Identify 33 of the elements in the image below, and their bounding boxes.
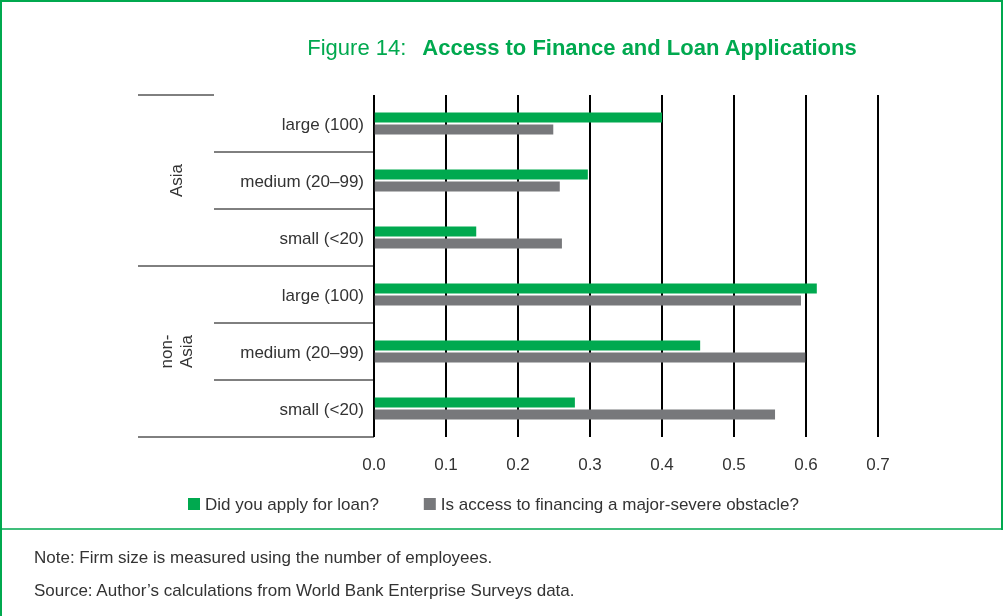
x-tick-label: 0.7	[866, 455, 890, 474]
bar	[374, 352, 806, 363]
legend-label: Is access to financing a major-severe obstacle?	[440, 495, 799, 514]
x-tick-label: 0.4	[650, 455, 674, 474]
x-tick-label: 0.5	[722, 455, 746, 474]
bar	[374, 112, 662, 123]
y-tick-label: small (<20)	[279, 228, 364, 248]
x-tick-label: 0.2	[506, 455, 530, 474]
x-tick-label: 0.6	[794, 455, 818, 474]
bar	[374, 295, 801, 306]
bar	[374, 283, 817, 294]
bar	[374, 397, 575, 408]
bar	[374, 181, 560, 192]
text: non-Asia	[157, 334, 196, 369]
y-tick-label: medium (20–99)	[240, 342, 364, 362]
bar	[374, 226, 477, 237]
x-tick-label: 0.0	[362, 455, 386, 474]
y-tick-label: large (100)	[281, 114, 364, 134]
bar	[374, 169, 588, 180]
bar	[374, 340, 701, 351]
bar	[374, 124, 554, 135]
x-tick-label: 0.3	[578, 455, 602, 474]
x-tick-label: 0.1	[434, 455, 458, 474]
y-tick-label: large (100)	[281, 285, 364, 305]
chart-title: Figure 14: Access to Finance and Loan Applications	[307, 35, 857, 60]
bar	[374, 409, 776, 420]
bar	[374, 238, 562, 249]
legend-label: Did you apply for loan?	[205, 495, 379, 514]
y-tick-label: medium (20–99)	[240, 171, 364, 191]
text: Note: Firm size is measured using the number of employees.	[34, 548, 493, 567]
y-tick-label: small (<20)	[279, 399, 364, 419]
source-note: Source: Author’s calculations from World Bank Enterprise Surveys data.	[34, 581, 575, 600]
text: Asia	[167, 163, 186, 198]
